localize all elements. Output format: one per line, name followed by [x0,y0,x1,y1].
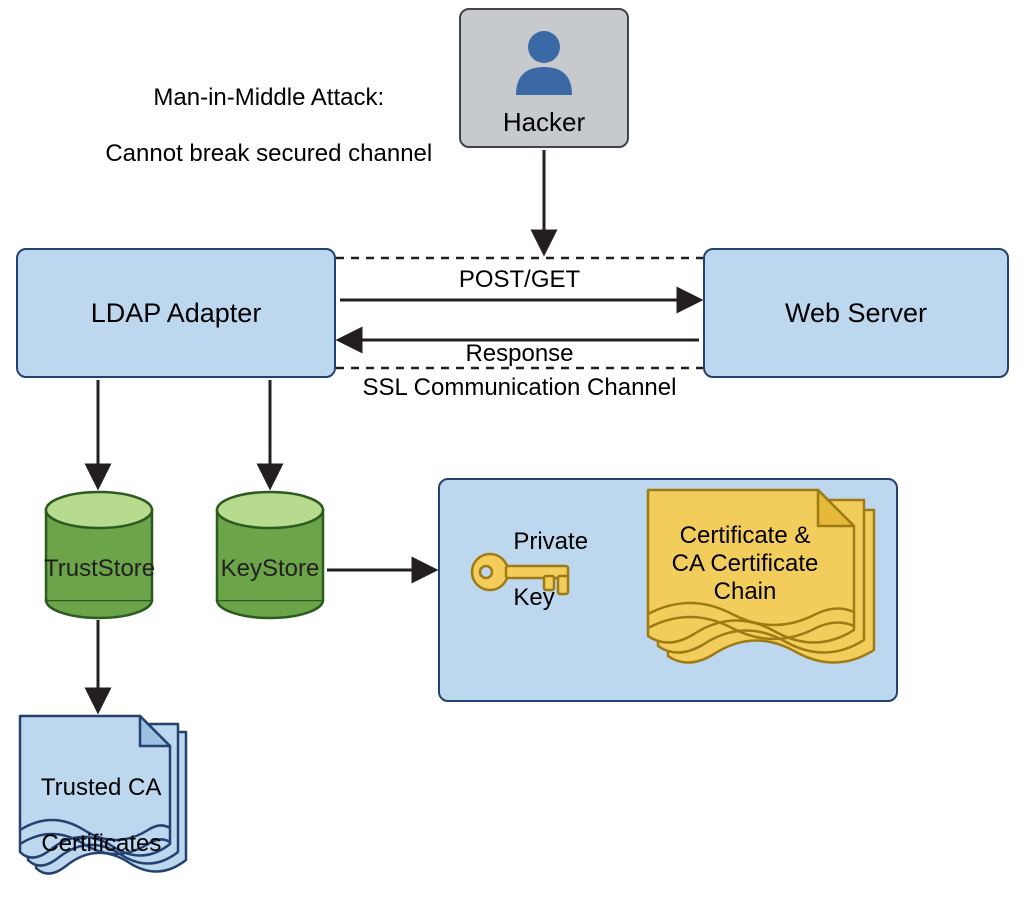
mitm-annotation: Man-in-Middle Attack: Cannot break secur… [92,56,432,168]
cert-chain-doc-label: Certificate & CA Certificate Chain [660,522,830,606]
person-icon [504,23,584,103]
ssl-channel-label: SSL Communication Channel [336,374,703,402]
hacker-label: Hacker [503,107,585,138]
ldap-label: LDAP Adapter [91,298,262,329]
truststore-label: TrustStore [44,555,154,583]
post-get-label: POST/GET [336,266,703,294]
web-server-label: Web Server [785,298,927,329]
trusted-ca-doc-label: Trusted CA Certificates [28,746,161,858]
response-label: Response [336,340,703,368]
web-server-node: Web Server [703,248,1009,378]
keystore-label: KeyStore [215,555,325,583]
ldap-adapter-node: LDAP Adapter [16,248,336,378]
hacker-node: Hacker [459,8,629,148]
key-icon [466,542,586,602]
